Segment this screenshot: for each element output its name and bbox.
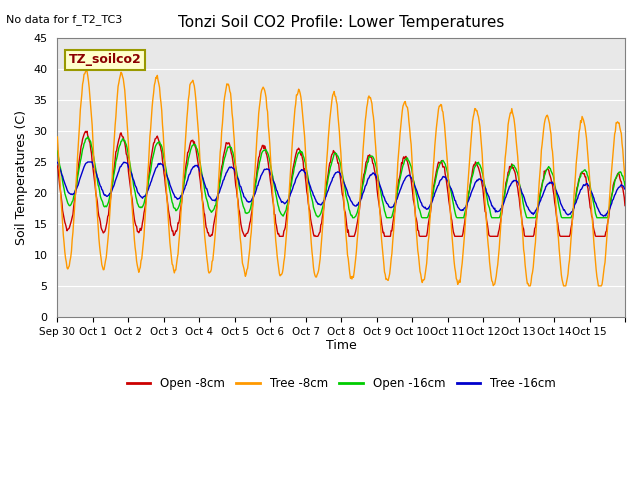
Text: TZ_soilco2: TZ_soilco2 <box>68 53 141 66</box>
Legend: Open -8cm, Tree -8cm, Open -16cm, Tree -16cm: Open -8cm, Tree -8cm, Open -16cm, Tree -… <box>122 372 561 395</box>
Title: Tonzi Soil CO2 Profile: Lower Temperatures: Tonzi Soil CO2 Profile: Lower Temperatur… <box>178 15 504 30</box>
Y-axis label: Soil Temperatures (C): Soil Temperatures (C) <box>15 110 28 245</box>
Text: No data for f_T2_TC3: No data for f_T2_TC3 <box>6 14 123 25</box>
X-axis label: Time: Time <box>326 339 356 352</box>
